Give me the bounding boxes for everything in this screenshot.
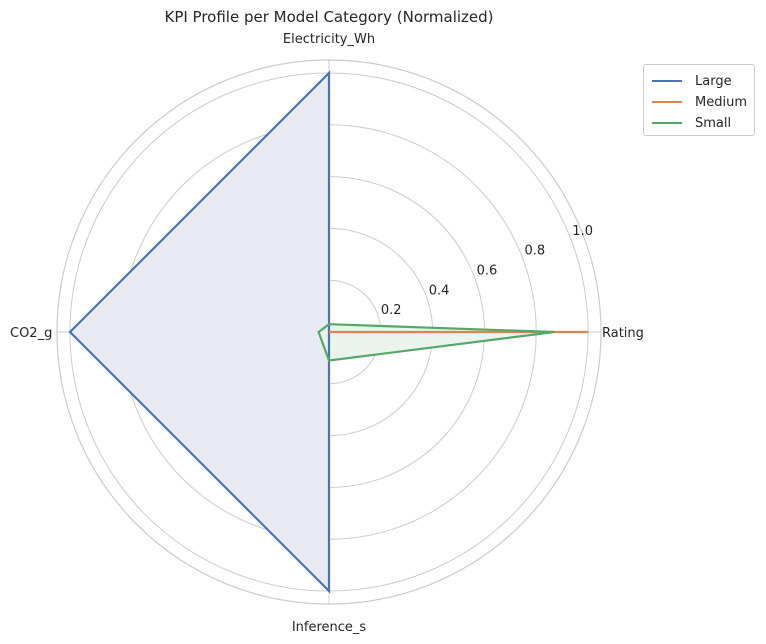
axis-label: CO2_g — [10, 326, 52, 341]
r-tick-label: 0.6 — [477, 264, 498, 279]
r-tick-label: 1.0 — [572, 224, 593, 239]
legend-item-large: Large — [652, 71, 732, 91]
legend: Large Medium Small — [643, 64, 755, 136]
legend-label-large: Large — [695, 73, 732, 89]
legend-label-small: Small — [695, 115, 732, 131]
legend-item-medium: Medium — [652, 92, 747, 112]
radial-tick-labels: 0.2 0.4 0.6 0.8 1.0 — [381, 224, 593, 318]
axis-label: Rating — [602, 326, 644, 341]
legend-swatch-small — [652, 122, 682, 124]
series-line-large — [68, 70, 331, 594]
series-line-small — [317, 323, 555, 362]
chart-title: KPI Profile per Model Category (Normaliz… — [164, 8, 493, 26]
series-areas — [70, 73, 555, 591]
legend-label-medium: Medium — [695, 94, 747, 110]
series-lines — [68, 70, 588, 594]
axis-label: Inference_s — [292, 620, 367, 635]
legend-swatch-medium — [652, 101, 682, 103]
series-area-small — [318, 324, 555, 361]
legend-swatch-large — [652, 80, 682, 82]
r-tick-label: 0.4 — [429, 283, 450, 298]
axis-label: Electricity_Wh — [283, 32, 375, 47]
axis-labels: Rating Electricity_Wh CO2_g Inference_s — [10, 32, 644, 635]
series-area-large — [70, 73, 329, 591]
legend-item-small: Small — [652, 113, 731, 133]
r-tick-label: 0.8 — [525, 244, 546, 259]
r-tick-label: 0.2 — [381, 303, 402, 318]
